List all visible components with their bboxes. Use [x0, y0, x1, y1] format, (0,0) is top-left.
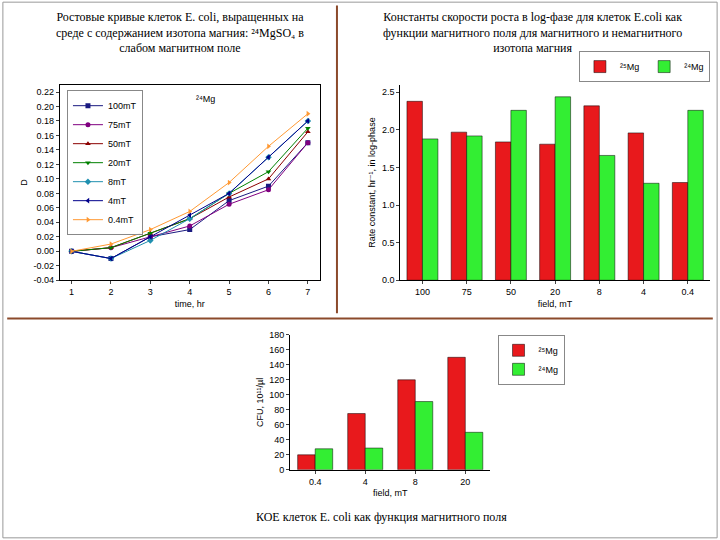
svg-text:CFU, 10¹¹/µl: CFU, 10¹¹/µl — [255, 378, 265, 427]
svg-text:0.14: 0.14 — [36, 145, 54, 155]
svg-text:40: 40 — [274, 435, 284, 445]
svg-text:3: 3 — [148, 287, 153, 297]
svg-text:0.00: 0.00 — [36, 246, 54, 256]
svg-text:²⁴Mg: ²⁴Mg — [684, 62, 703, 72]
svg-text:20: 20 — [460, 477, 470, 487]
svg-text:0.12: 0.12 — [36, 160, 54, 170]
svg-text:4mT: 4mT — [108, 196, 127, 206]
svg-text:Rate constant, hr⁻¹, in log-ph: Rate constant, hr⁻¹, in log-phase — [367, 117, 377, 247]
svg-text:0.02: 0.02 — [36, 232, 54, 242]
svg-text:0.22: 0.22 — [36, 87, 54, 97]
svg-text:75mT: 75mT — [108, 120, 132, 130]
svg-text:0.0: 0.0 — [382, 275, 395, 285]
svg-text:0.4mT: 0.4mT — [108, 215, 134, 225]
svg-text:0.04: 0.04 — [36, 217, 54, 227]
svg-text:0: 0 — [279, 465, 284, 475]
svg-text:2: 2 — [108, 287, 113, 297]
svg-text:0.16: 0.16 — [36, 131, 54, 141]
svg-text:0.4: 0.4 — [682, 287, 695, 297]
svg-text:80: 80 — [274, 405, 284, 415]
svg-text:1.0: 1.0 — [382, 200, 395, 210]
svg-text:²⁵Mg: ²⁵Mg — [539, 346, 558, 356]
svg-text:4: 4 — [363, 477, 368, 487]
svg-text:100: 100 — [415, 287, 430, 297]
svg-text:8mT: 8mT — [108, 177, 127, 187]
svg-text:0.4: 0.4 — [309, 477, 322, 487]
svg-text:5: 5 — [227, 287, 232, 297]
svg-text:160: 160 — [269, 345, 284, 355]
svg-text:0.10: 0.10 — [36, 174, 54, 184]
svg-text:2.0: 2.0 — [382, 125, 395, 135]
svg-text:0.20: 0.20 — [36, 102, 54, 112]
svg-text:field, mT: field, mT — [373, 488, 408, 498]
svg-text:D: D — [19, 179, 29, 186]
svg-text:7: 7 — [305, 287, 310, 297]
svg-text:0.08: 0.08 — [36, 189, 54, 199]
svg-text:0.06: 0.06 — [36, 203, 54, 213]
svg-text:75: 75 — [462, 287, 472, 297]
svg-text:time, hr: time, hr — [175, 299, 205, 309]
svg-text:20mT: 20mT — [108, 158, 132, 168]
svg-text:50mT: 50mT — [108, 139, 132, 149]
svg-text:0.5: 0.5 — [382, 238, 395, 248]
svg-text:8: 8 — [597, 287, 602, 297]
svg-text:КОЕ клеток E. coli как функция: КОЕ клеток E. coli как функция магнитног… — [256, 510, 507, 524]
svg-text:-0.04: -0.04 — [33, 275, 54, 285]
svg-text:Константы скорости роста в log: Константы скорости роста в log-фазе для … — [383, 10, 682, 55]
svg-text:²⁴Mg: ²⁴Mg — [196, 94, 215, 104]
svg-text:20: 20 — [274, 450, 284, 460]
svg-text:²⁴Mg: ²⁴Mg — [539, 365, 558, 375]
svg-text:²⁵Mg: ²⁵Mg — [620, 62, 639, 72]
svg-text:1.5: 1.5 — [382, 163, 395, 173]
svg-text:100: 100 — [269, 390, 284, 400]
svg-text:4: 4 — [641, 287, 646, 297]
svg-text:field, mT: field, mT — [538, 299, 573, 309]
svg-text:180: 180 — [269, 330, 284, 340]
svg-text:4: 4 — [187, 287, 192, 297]
svg-text:120: 120 — [269, 375, 284, 385]
svg-text:100mT: 100mT — [108, 101, 137, 111]
svg-text:1: 1 — [69, 287, 74, 297]
svg-text:Ростовые кривые клеток E. coli: Ростовые кривые клеток E. coli, выращенн… — [56, 10, 304, 55]
svg-text:8: 8 — [413, 477, 418, 487]
svg-text:20: 20 — [550, 287, 560, 297]
svg-text:6: 6 — [266, 287, 271, 297]
svg-text:-0.02: -0.02 — [33, 261, 54, 271]
svg-text:2.5: 2.5 — [382, 87, 395, 97]
svg-text:140: 140 — [269, 360, 284, 370]
svg-text:0.18: 0.18 — [36, 116, 54, 126]
svg-text:50: 50 — [506, 287, 516, 297]
svg-text:60: 60 — [274, 420, 284, 430]
